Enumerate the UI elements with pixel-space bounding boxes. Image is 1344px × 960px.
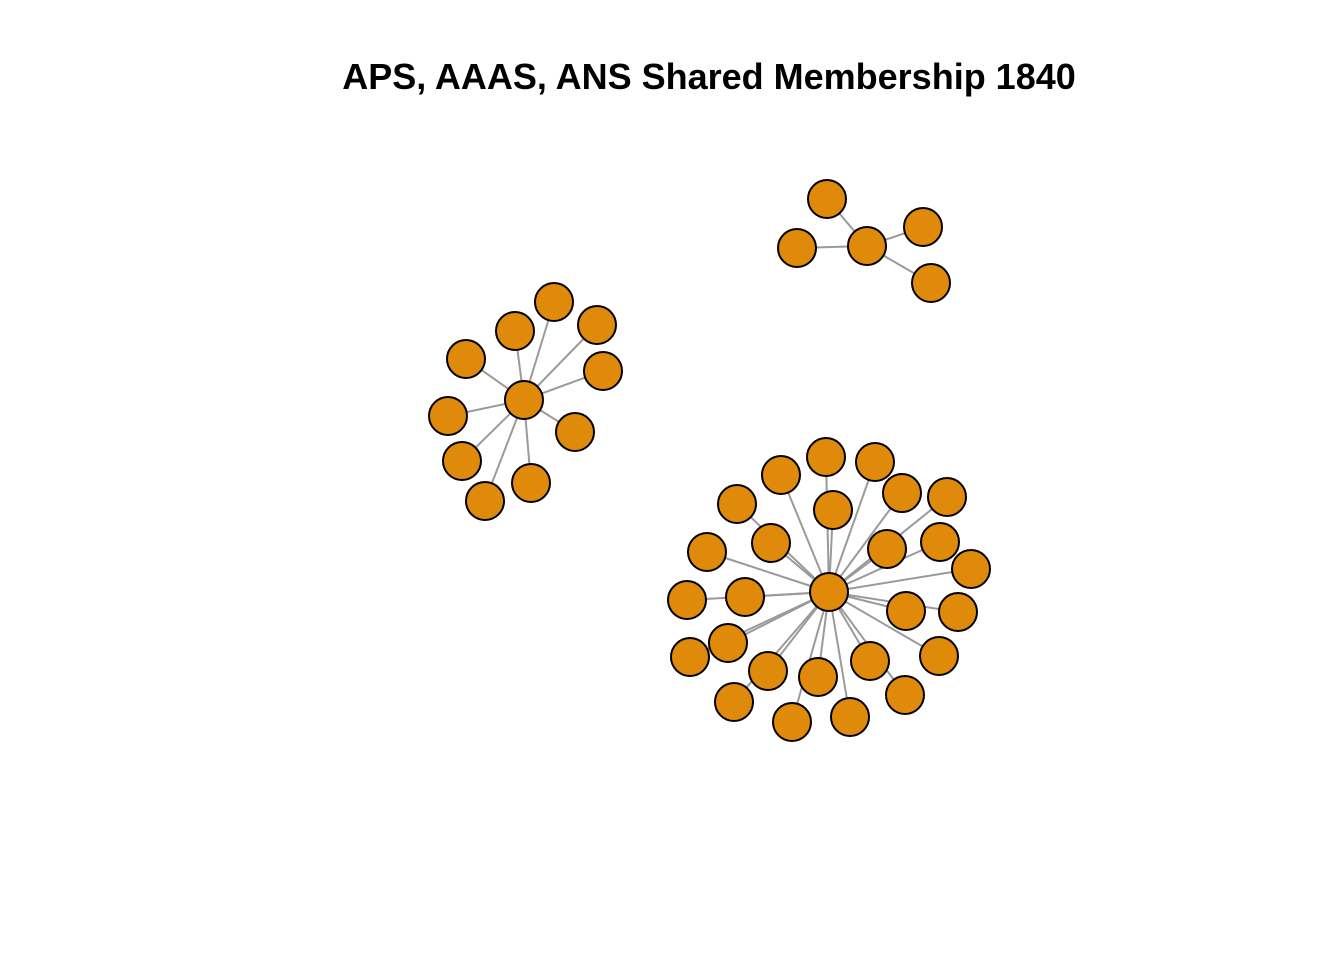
edge-l-hub-l24 [733, 591, 830, 703]
node-l14 [725, 577, 765, 617]
node-l20 [919, 636, 959, 676]
node-l15 [886, 591, 926, 631]
node-m2 [495, 311, 535, 351]
node-l7 [813, 490, 853, 530]
hub-node-small-cluster [847, 226, 887, 266]
node-m1 [534, 282, 574, 322]
nodes-layer [428, 179, 991, 742]
edge-l-hub-l2 [828, 461, 876, 593]
node-m10 [465, 481, 505, 521]
node-m5 [583, 351, 623, 391]
node-l6 [717, 484, 757, 524]
edge-l-hub-l20 [828, 591, 940, 657]
node-s3 [903, 207, 943, 247]
node-l22 [798, 657, 838, 697]
node-l8 [751, 523, 791, 563]
node-m8 [442, 441, 482, 481]
node-l4 [882, 473, 922, 513]
edge-l-hub-l25 [828, 591, 851, 718]
edge-l-hub-l4 [828, 492, 903, 593]
hub-node-middle-cluster [504, 380, 544, 420]
hub-node-large-cluster [809, 572, 849, 612]
node-l13 [667, 580, 707, 620]
edge-l-hub-l12 [828, 568, 972, 593]
node-l17 [708, 623, 748, 663]
edge-l-hub-l3 [780, 474, 830, 593]
node-s1 [807, 179, 847, 219]
node-l12 [951, 549, 991, 589]
node-l19 [850, 641, 890, 681]
node-l11 [687, 532, 727, 572]
node-l9 [867, 529, 907, 569]
edge-l-hub-l26 [791, 591, 830, 723]
node-m3 [577, 305, 617, 345]
node-l10 [920, 522, 960, 562]
node-l5 [927, 477, 967, 517]
plot-title: APS, AAAS, ANS Shared Membership 1840 [342, 56, 1076, 97]
node-l2 [855, 442, 895, 482]
node-l16 [938, 592, 978, 632]
node-l26 [772, 702, 812, 742]
node-m4 [446, 339, 486, 379]
node-s2 [777, 228, 817, 268]
node-m7 [555, 412, 595, 452]
node-s4 [911, 263, 951, 303]
node-l18 [670, 637, 710, 677]
node-l1 [806, 437, 846, 477]
node-l23 [885, 675, 925, 715]
node-l25 [830, 697, 870, 737]
edge-l-hub-l11 [706, 551, 830, 593]
node-m6 [428, 396, 468, 436]
node-m9 [511, 463, 551, 503]
node-l3 [761, 455, 801, 495]
node-l24 [714, 682, 754, 722]
node-l21 [748, 651, 788, 691]
